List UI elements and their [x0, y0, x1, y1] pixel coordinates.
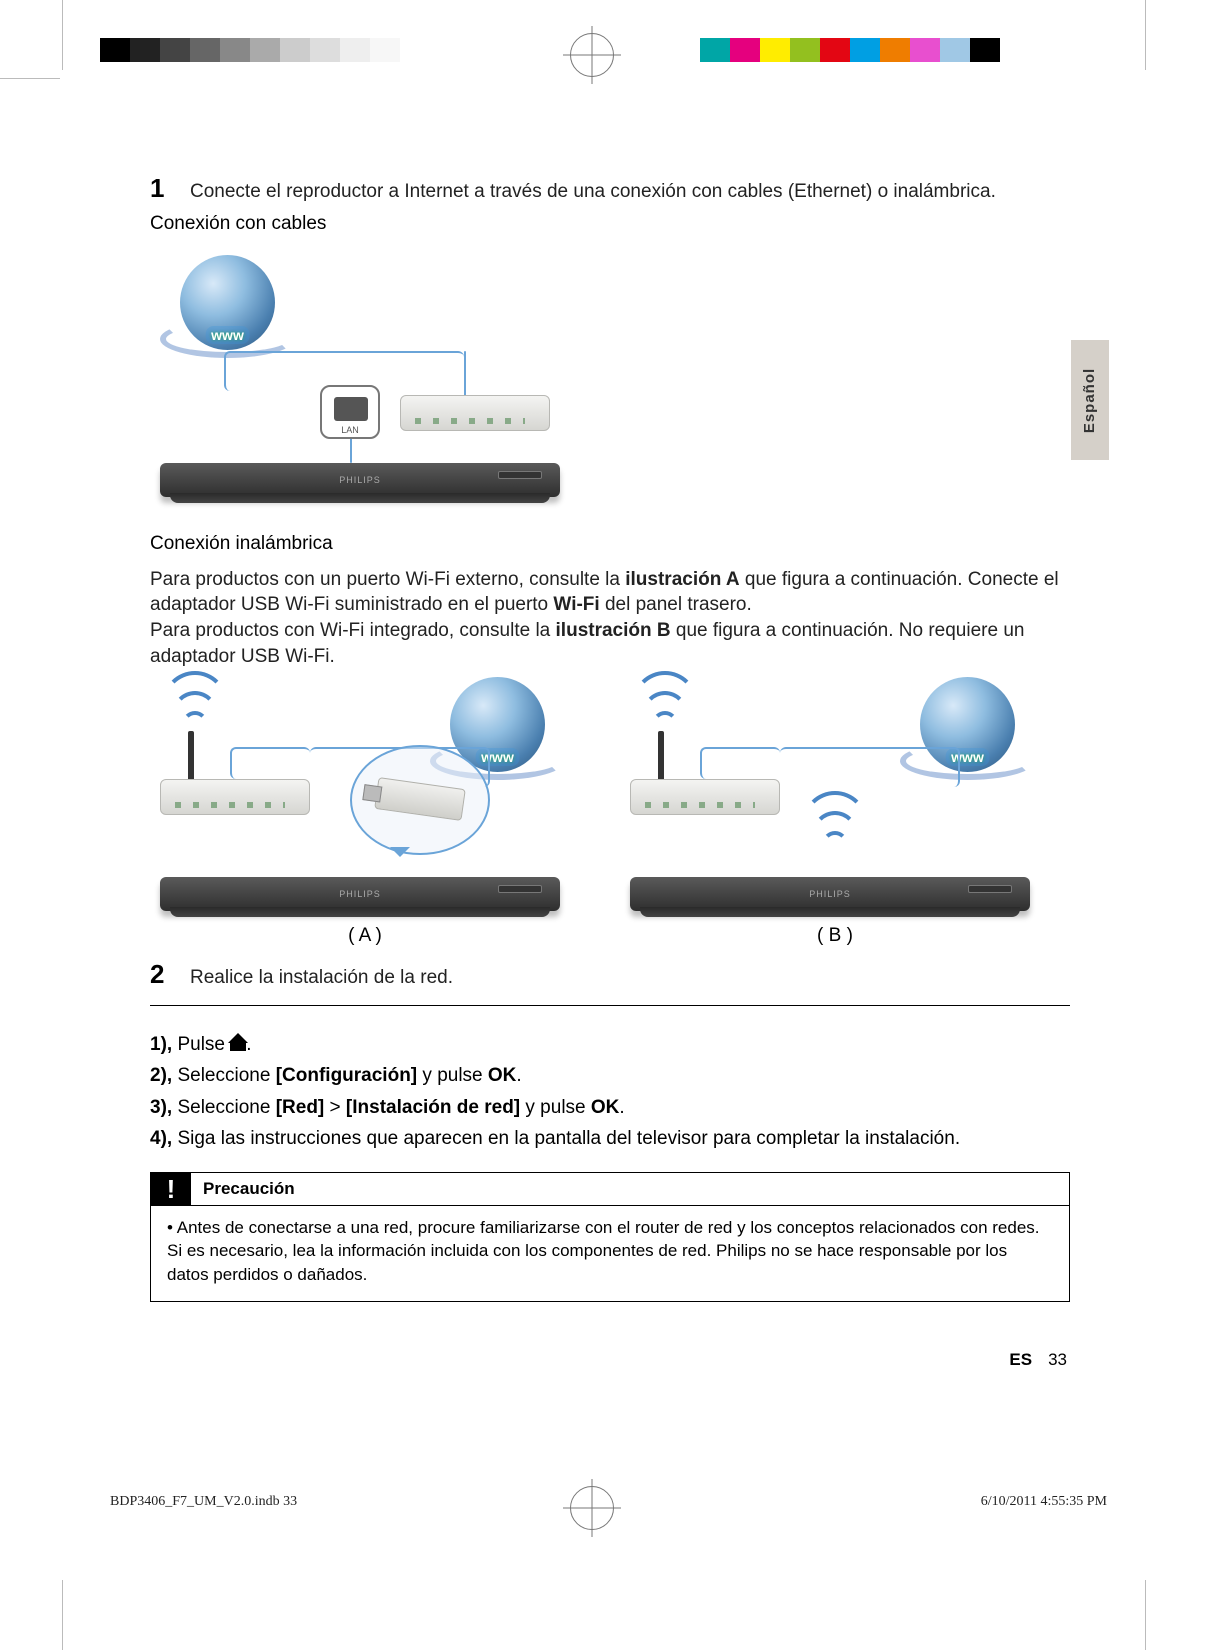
wire-segment [230, 747, 310, 779]
registration-target-icon [570, 33, 614, 77]
substep-4: 4), Siga las instrucciones que aparecen … [150, 1124, 1070, 1153]
step-2-text: Realice la instalación de la red. [190, 961, 453, 991]
home-icon [230, 1037, 246, 1051]
illustration-wired: www PHILIPS [150, 255, 570, 515]
page-content: 1 Conecte el reproductor a Internet a tr… [150, 175, 1070, 1302]
wired-heading: Conexión con cables [150, 213, 1070, 235]
antenna-icon [188, 731, 194, 781]
caution-icon: ! [151, 1173, 191, 1206]
globe-icon: www [180, 255, 275, 350]
footer-lang: ES [1009, 1350, 1032, 1370]
illustration-wireless-row: www PHILIPS ( A ) www PHILIPS ( B ) [150, 687, 1070, 947]
antenna-icon [658, 731, 664, 781]
wire-segment [700, 747, 780, 779]
player-device-icon: PHILIPS [160, 463, 560, 497]
router-icon [630, 779, 780, 815]
color-swatch-bar [700, 38, 1000, 62]
player-brand-label: PHILIPS [339, 475, 381, 485]
caution-box: ! Precaución Antes de conectarse a una r… [150, 1172, 1070, 1302]
language-tab-label: Español [1082, 367, 1099, 432]
wifi-waves-icon [160, 687, 230, 737]
globe-www-label: www [205, 326, 250, 344]
page-footer: ES 33 [1009, 1350, 1067, 1370]
step-1: 1 Conecte el reproductor a Internet a tr… [150, 175, 1070, 205]
print-file-name: BDP3406_F7_UM_V2.0.indb 33 [110, 1494, 297, 1510]
router-icon [160, 779, 310, 815]
substep-2: 2), Seleccione [Configuración] y pulse O… [150, 1061, 1070, 1090]
step-2-number: 2 [150, 961, 172, 991]
substep-1: 1), Pulse . [150, 1030, 1070, 1059]
step-1-number: 1 [150, 175, 172, 205]
substep-3: 3), Seleccione [Red] > [Instalación de r… [150, 1093, 1070, 1122]
player-device-icon: PHILIPS [160, 877, 560, 911]
step-2: 2 Realice la instalación de la red. [150, 961, 1070, 991]
router-icon [400, 395, 550, 431]
illustration-b: www PHILIPS ( B ) [620, 687, 1050, 947]
print-timestamp: 6/10/2011 4:55:35 PM [981, 1494, 1107, 1510]
language-tab: Español [1071, 340, 1109, 460]
substeps: 1), Pulse . 2), Seleccione [Configuració… [150, 1030, 1070, 1154]
divider [150, 1005, 1070, 1006]
figure-b-label: ( B ) [620, 925, 1050, 947]
lan-port-icon [320, 385, 380, 439]
wire-segment [780, 747, 960, 787]
caution-body: Antes de conectarse a una red, procure f… [167, 1216, 1053, 1287]
wifi-waves-icon [630, 687, 700, 737]
player-device-icon: PHILIPS [630, 877, 1030, 911]
wifi-waves-icon [800, 807, 870, 857]
step-1-text: Conecte el reproductor a Internet a trav… [190, 175, 996, 205]
illustration-a: www PHILIPS ( A ) [150, 687, 580, 947]
print-registration-top [0, 28, 1217, 88]
wireless-paragraph: Para productos con un puerto Wi-Fi exter… [150, 567, 1070, 670]
figure-a-label: ( A ) [150, 925, 580, 947]
registration-target-icon [570, 1486, 614, 1530]
gray-swatch-bar [100, 38, 400, 62]
footer-page-number: 33 [1048, 1350, 1067, 1370]
caution-title: Precaución [191, 1173, 1069, 1206]
wireless-heading: Conexión inalámbrica [150, 533, 1070, 555]
